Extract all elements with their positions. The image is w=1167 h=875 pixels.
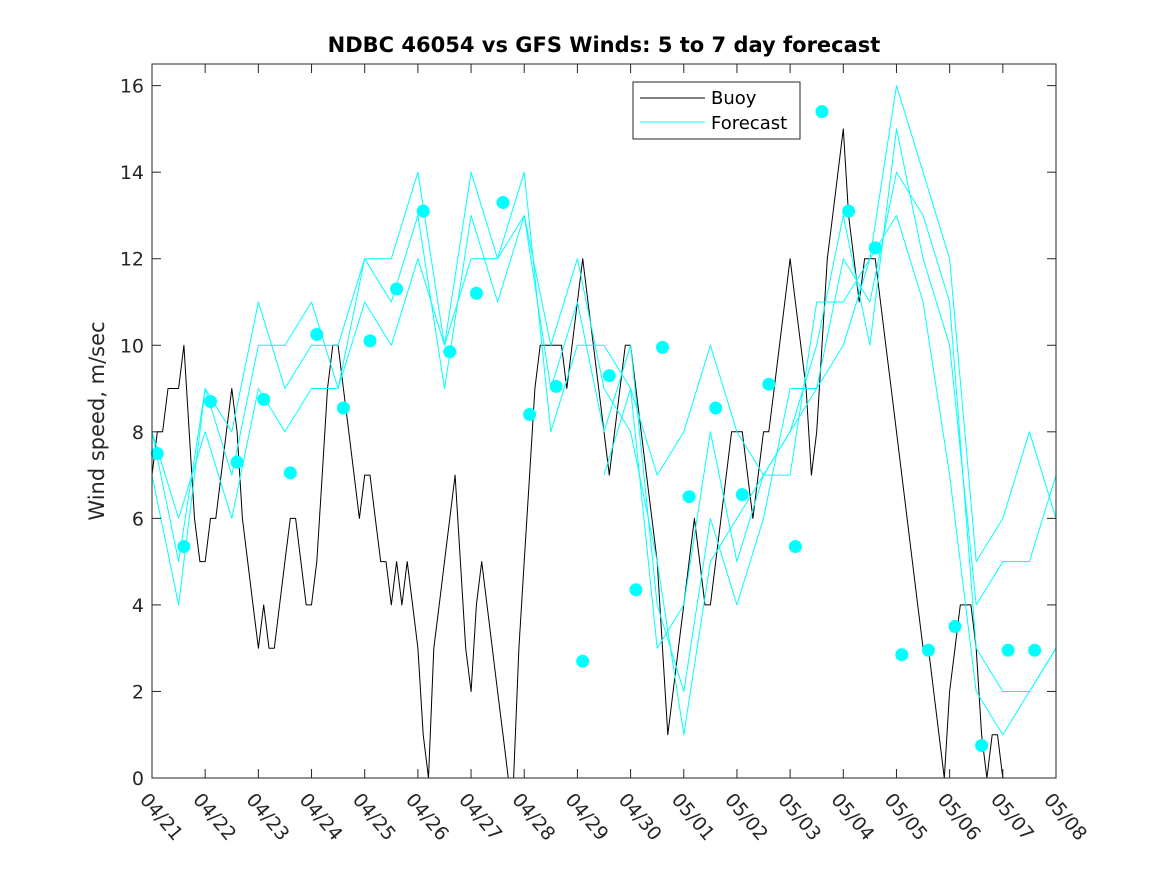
forecast-series-line-2 [151,171,1057,692]
forecast-marker [204,395,217,408]
forecast-marker [842,204,856,218]
forecast-marker [283,466,297,480]
forecast-marker [709,401,723,415]
legend-forecast-label: Forecast [711,113,787,134]
y-tick-label: 8 [132,422,144,444]
legend-box [632,81,801,140]
chart-title: NDBC 46054 vs GFS Winds: 5 to 7 day fore… [328,33,881,57]
y-tick-label: 10 [120,335,144,357]
forecast-marker [788,540,802,553]
forecast-marker [868,241,882,255]
y-tick-label: 16 [120,76,144,98]
forecast-marker [390,282,404,296]
forecast-marker [682,490,696,504]
forecast-marker [921,643,935,657]
forecast-marker [177,540,191,553]
forecast-marker [336,401,350,415]
y-tick-label: 6 [132,508,144,530]
forecast-marker [576,654,590,668]
forecast-series-line-3 [151,85,1057,736]
forecast-marker [1028,643,1042,657]
forecast-marker [310,328,324,341]
forecast-marker [735,488,749,502]
marker-layer [150,105,1042,752]
forecast-series-line-1 [151,128,1057,649]
y-axis-label: Wind speed, m/sec [85,321,109,520]
forecast-marker [496,196,510,209]
forecast-marker [150,447,164,460]
forecast-marker [975,739,989,752]
forecast-marker [230,455,244,469]
series-layer [151,85,1057,779]
plot-area-frame [151,63,1057,779]
forecast-marker [656,340,669,354]
forecast-marker [1001,643,1015,657]
forecast-marker [895,648,909,662]
forecast-marker [549,379,563,393]
forecast-marker [948,620,962,633]
y-tick-label: 14 [120,162,144,184]
forecast-marker [762,377,776,391]
forecast-series-line-4 [603,215,1057,736]
y-tick-label: 0 [132,768,144,790]
forecast-marker [257,392,271,406]
y-tick-label: 4 [132,595,144,617]
forecast-marker [602,369,616,383]
y-tick-label: 12 [120,249,144,271]
legend: Buoy Forecast [632,81,801,140]
forecast-marker [416,204,430,218]
forecast-marker [629,583,643,597]
y-tick-label: 2 [132,681,144,703]
y-axis-ticks: 0 2 4 6 8 10 12 14 16 [120,76,1056,790]
forecast-marker [815,105,829,119]
legend-buoy-label: Buoy [711,88,757,109]
forecast-marker [523,408,537,421]
forecast-marker [443,345,457,359]
buoy-series-line [151,128,1025,779]
forecast-marker [469,286,483,300]
forecast-marker [363,334,377,348]
